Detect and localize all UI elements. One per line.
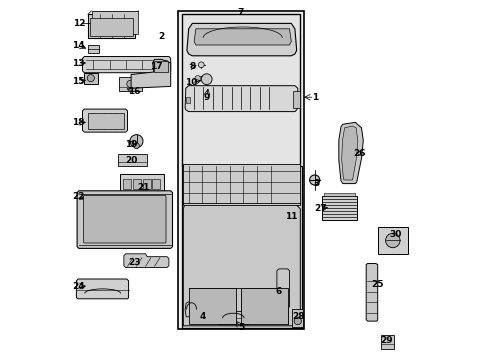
- Polygon shape: [263, 269, 289, 309]
- Bar: [152, 179, 160, 189]
- Bar: [183, 164, 300, 205]
- Polygon shape: [83, 195, 166, 243]
- Polygon shape: [366, 264, 377, 321]
- Bar: [118, 77, 142, 91]
- Polygon shape: [82, 57, 170, 73]
- Text: 25: 25: [371, 280, 383, 289]
- Text: 29: 29: [380, 336, 392, 345]
- Bar: [321, 196, 356, 220]
- Bar: [120, 174, 163, 192]
- Polygon shape: [76, 279, 128, 299]
- Polygon shape: [183, 203, 300, 326]
- Circle shape: [194, 76, 200, 81]
- Polygon shape: [185, 300, 197, 317]
- Text: 30: 30: [389, 230, 401, 239]
- Circle shape: [201, 74, 212, 85]
- Polygon shape: [194, 29, 291, 45]
- Text: 2: 2: [158, 32, 164, 41]
- Text: 22: 22: [72, 192, 84, 201]
- Polygon shape: [123, 254, 168, 267]
- Text: 9: 9: [203, 93, 209, 102]
- Text: 28: 28: [292, 312, 304, 321]
- Circle shape: [87, 75, 94, 82]
- Text: 12: 12: [73, 19, 85, 28]
- Polygon shape: [185, 86, 297, 112]
- Bar: [118, 154, 146, 166]
- Text: 11: 11: [285, 212, 297, 220]
- Polygon shape: [341, 126, 357, 180]
- Text: 20: 20: [124, 156, 137, 165]
- Text: 27: 27: [313, 204, 326, 213]
- Bar: [123, 179, 131, 189]
- Bar: [142, 179, 150, 189]
- Polygon shape: [77, 191, 172, 248]
- Text: 23: 23: [128, 258, 141, 267]
- Polygon shape: [186, 23, 296, 56]
- Bar: [188, 288, 235, 324]
- Text: 17: 17: [150, 62, 163, 71]
- Circle shape: [133, 143, 139, 149]
- Bar: [292, 309, 303, 327]
- Bar: [88, 45, 99, 53]
- Bar: [377, 227, 407, 254]
- Circle shape: [279, 293, 286, 301]
- Text: 10: 10: [184, 78, 197, 87]
- Bar: [153, 61, 168, 72]
- Circle shape: [130, 135, 142, 148]
- Text: 6: 6: [275, 287, 281, 296]
- Text: 16: 16: [128, 87, 141, 96]
- Bar: [381, 335, 393, 349]
- Bar: [292, 91, 299, 108]
- Text: 4: 4: [200, 312, 206, 321]
- Circle shape: [126, 80, 134, 87]
- Bar: [323, 193, 355, 196]
- Bar: [91, 11, 138, 34]
- Text: 26: 26: [353, 149, 365, 158]
- Text: 21: 21: [137, 183, 150, 192]
- Circle shape: [198, 62, 204, 68]
- Text: 7: 7: [237, 8, 244, 17]
- Text: 18: 18: [72, 118, 84, 127]
- Polygon shape: [338, 122, 363, 184]
- Text: 15: 15: [72, 77, 84, 86]
- Text: 13: 13: [72, 59, 84, 68]
- Polygon shape: [185, 97, 190, 103]
- Polygon shape: [181, 166, 302, 328]
- Text: 1: 1: [311, 93, 317, 102]
- Bar: [133, 179, 141, 189]
- Bar: [178, 11, 303, 329]
- Text: 3: 3: [313, 179, 319, 188]
- Polygon shape: [82, 109, 127, 132]
- Bar: [83, 73, 98, 84]
- Circle shape: [385, 233, 399, 248]
- Text: 8: 8: [189, 62, 195, 71]
- Bar: [181, 14, 300, 166]
- Text: 24: 24: [72, 282, 84, 291]
- Polygon shape: [131, 59, 170, 88]
- Text: 5: 5: [237, 323, 244, 332]
- Text: 19: 19: [124, 140, 137, 149]
- Circle shape: [309, 175, 319, 185]
- Bar: [89, 18, 133, 36]
- Polygon shape: [216, 311, 249, 325]
- Bar: [88, 113, 123, 129]
- Bar: [88, 14, 134, 38]
- Text: 14: 14: [72, 41, 84, 50]
- Circle shape: [294, 318, 301, 325]
- Bar: [241, 288, 287, 324]
